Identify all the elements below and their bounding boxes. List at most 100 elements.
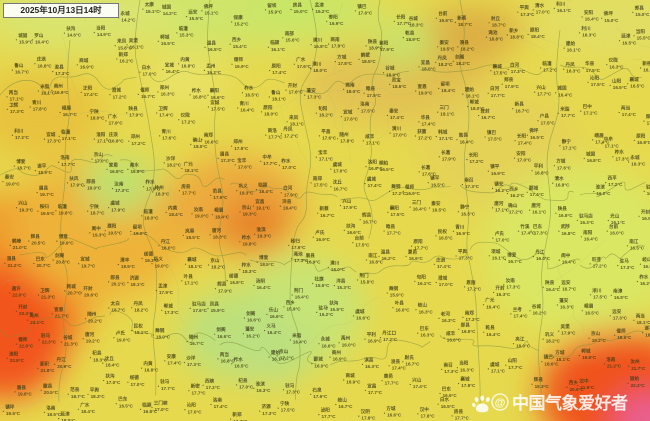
svg-text:舞钢: 舞钢 <box>155 327 165 334</box>
svg-text:16.6°C: 16.6°C <box>409 256 424 261</box>
svg-text:17.9°C: 17.9°C <box>109 121 124 126</box>
svg-text:中牟: 中牟 <box>263 153 273 160</box>
svg-text:17.6°C: 17.6°C <box>289 90 304 95</box>
svg-text:西乡: 西乡 <box>509 186 519 193</box>
svg-text:17.9°C: 17.9°C <box>284 192 299 197</box>
svg-text:16.5°C: 16.5°C <box>380 167 395 172</box>
svg-text:杞县: 杞县 <box>238 377 248 384</box>
svg-text:唐河: 唐河 <box>85 331 95 338</box>
svg-text:18.0°C: 18.0°C <box>264 112 279 117</box>
svg-text:巴东: 巴东 <box>36 256 46 263</box>
svg-text:白水: 白水 <box>440 396 450 403</box>
svg-text:汉阴: 汉阴 <box>361 408 371 415</box>
svg-text:扶沟: 扶沟 <box>66 25 76 32</box>
svg-text:秦安: 秦安 <box>388 108 399 115</box>
svg-text:16.8°C: 16.8°C <box>193 95 208 100</box>
svg-text:三门峡: 三门峡 <box>154 400 168 407</box>
svg-text:丹凤: 丹凤 <box>437 54 448 61</box>
svg-text:广元: 广元 <box>184 161 194 168</box>
svg-text:邓州: 邓州 <box>130 133 141 140</box>
svg-text:峨眉: 峨眉 <box>62 105 72 112</box>
svg-text:两当: 两当 <box>636 312 646 319</box>
svg-text:洛南: 洛南 <box>46 404 56 411</box>
svg-text:镇巴: 镇巴 <box>357 3 367 10</box>
svg-text:16.5°C: 16.5°C <box>208 47 223 52</box>
svg-text:绥德: 绥德 <box>229 273 239 280</box>
svg-text:19.0°C: 19.0°C <box>195 213 210 218</box>
svg-text:柞水: 柞水 <box>144 179 155 186</box>
svg-text:博爱: 博爱 <box>259 254 269 261</box>
svg-text:17.4°C: 17.4°C <box>390 115 405 120</box>
svg-text:18.2°C: 18.2°C <box>211 265 226 270</box>
svg-text:16.1°C: 16.1°C <box>643 68 650 73</box>
svg-text:辉县: 辉县 <box>31 233 41 240</box>
svg-text:17.0°C: 17.0°C <box>333 169 348 174</box>
svg-text:16.5°C: 16.5°C <box>461 329 476 334</box>
svg-text:19.0°C: 19.0°C <box>155 263 170 268</box>
svg-text:静宁: 静宁 <box>460 204 470 211</box>
svg-text:清水: 清水 <box>535 2 545 9</box>
svg-text:长葛: 长葛 <box>421 164 431 171</box>
svg-text:孟津: 孟津 <box>158 283 168 290</box>
svg-text:19.8°C: 19.8°C <box>59 210 74 215</box>
svg-text:16.9°C: 16.9°C <box>306 260 321 265</box>
svg-text:柞水: 柞水 <box>241 262 252 269</box>
svg-text:16.3°C: 16.3°C <box>419 309 434 314</box>
svg-text:17.4°C: 17.4°C <box>392 365 407 370</box>
svg-text:丹江: 丹江 <box>534 249 545 256</box>
svg-text:18.4°C: 18.4°C <box>81 409 96 414</box>
svg-text:台前: 台前 <box>355 235 365 242</box>
svg-text:16.9°C: 16.9°C <box>643 264 650 269</box>
svg-text:17.7°C: 17.7°C <box>263 161 278 166</box>
svg-text:临颍: 临颍 <box>270 39 280 46</box>
svg-text:京山: 京山 <box>242 204 252 211</box>
svg-text:驻马店: 驻马店 <box>192 300 206 307</box>
svg-text:18.4°C: 18.4°C <box>531 34 546 39</box>
svg-text:房县: 房县 <box>180 183 191 190</box>
svg-text:20.9°C: 20.9°C <box>57 364 72 369</box>
svg-text:韩城: 韩城 <box>438 129 448 136</box>
svg-text:18.7°C: 18.7°C <box>111 308 126 313</box>
svg-text:16.4°C: 16.4°C <box>546 287 561 292</box>
svg-text:南召: 南召 <box>444 361 454 368</box>
svg-text:辉县: 辉县 <box>362 212 372 219</box>
svg-text:虞城: 虞城 <box>332 161 343 168</box>
svg-text:17.8°C: 17.8°C <box>421 414 436 419</box>
svg-text:15.0°C: 15.0°C <box>294 9 309 14</box>
svg-text:叶县: 叶县 <box>184 273 194 280</box>
svg-text:留坝: 留坝 <box>133 224 143 231</box>
svg-text:19.3°C: 19.3°C <box>92 233 107 238</box>
svg-text:16.2°C: 16.2°C <box>640 281 650 286</box>
svg-text:丹江: 丹江 <box>56 356 67 363</box>
svg-text:襄城: 襄城 <box>459 376 470 383</box>
svg-text:潢川: 潢川 <box>330 259 340 266</box>
svg-text:京山: 京山 <box>591 330 601 337</box>
svg-text:17.7°C: 17.7°C <box>387 231 402 236</box>
svg-text:17.9°C: 17.9°C <box>111 207 126 212</box>
svg-text:18.7°C: 18.7°C <box>492 22 507 27</box>
svg-text:18.8°C: 18.8°C <box>510 35 525 40</box>
svg-text:14.9°C: 14.9°C <box>97 32 112 37</box>
svg-text:南召: 南召 <box>464 177 474 184</box>
svg-text:17.3°C: 17.3°C <box>616 156 631 161</box>
svg-text:淮滨: 淮滨 <box>596 184 606 191</box>
svg-text:16.9°C: 16.9°C <box>80 64 95 69</box>
svg-text:沈丘: 沈丘 <box>333 179 343 186</box>
svg-text:通许: 通许 <box>12 285 22 292</box>
svg-text:18.1°C: 18.1°C <box>272 97 287 102</box>
svg-text:17.5°C: 17.5°C <box>488 137 503 142</box>
svg-text:社旗: 社旗 <box>314 276 325 283</box>
svg-text:淮阳: 淮阳 <box>9 350 19 357</box>
svg-text:15.0°C: 15.0°C <box>635 12 650 17</box>
svg-text:17.0°C: 17.0°C <box>439 282 454 287</box>
svg-text:17.1°C: 17.1°C <box>366 141 381 146</box>
svg-text:镇巴: 镇巴 <box>487 129 497 136</box>
svg-text:原阳: 原阳 <box>530 27 540 34</box>
svg-text:20.1°C: 20.1°C <box>111 282 126 287</box>
svg-text:17.1°C: 17.1°C <box>605 143 620 148</box>
svg-text:驻马: 驻马 <box>41 332 51 339</box>
svg-text:17.3°C: 17.3°C <box>466 317 481 322</box>
svg-text:19.5°C: 19.5°C <box>6 411 21 416</box>
svg-text:襄城: 襄城 <box>492 63 503 70</box>
svg-text:卢氏: 卢氏 <box>495 230 505 237</box>
